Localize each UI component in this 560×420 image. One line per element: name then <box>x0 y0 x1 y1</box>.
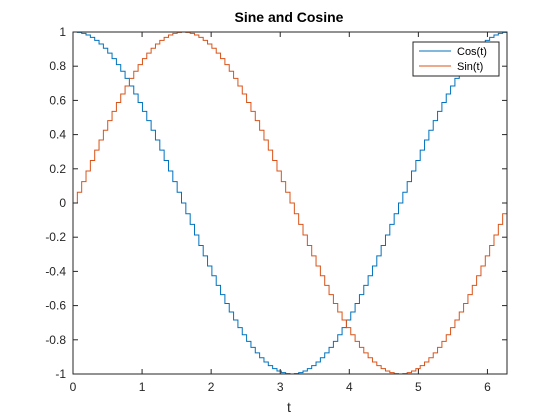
y-tick-label: -0.6 <box>45 299 66 313</box>
y-tick-label: 0.4 <box>49 128 66 142</box>
x-tick-label: 1 <box>139 380 146 394</box>
y-tick-label: 0 <box>59 196 66 210</box>
y-tick-label: 0.8 <box>49 59 66 73</box>
x-tick-label: 5 <box>415 380 422 394</box>
legend-label: Cos(t) <box>457 46 487 58</box>
x-tick-label: 4 <box>346 380 353 394</box>
x-tick-label: 2 <box>208 380 215 394</box>
y-tick-label: -1 <box>55 367 66 381</box>
y-tick-label: 0.6 <box>49 93 66 107</box>
y-tick-label: 0.2 <box>49 162 66 176</box>
y-tick-label: -0.2 <box>45 230 66 244</box>
chart-title: Sine and Cosine <box>235 9 344 25</box>
x-tick-label: 3 <box>277 380 284 394</box>
y-tick-label: -0.8 <box>45 333 66 347</box>
legend: Cos(t) Sin(t) <box>412 41 500 77</box>
x-tick-label: 6 <box>484 380 491 394</box>
y-tick-label: -0.4 <box>45 264 66 278</box>
legend-label: Sin(t) <box>457 61 483 73</box>
ticks-layer: 0 1 2 3 4 5 6 1 0.8 0.6 0.4 0.2 0 -0.2 -0.4 -0.6 -0.8 -1 <box>45 25 507 394</box>
series-line-sin-t <box>73 31 508 375</box>
y-tick-label: 1 <box>59 25 66 39</box>
x-axis-label: t <box>287 399 291 415</box>
x-tick-label: 0 <box>70 380 77 394</box>
legend-box <box>412 41 500 77</box>
